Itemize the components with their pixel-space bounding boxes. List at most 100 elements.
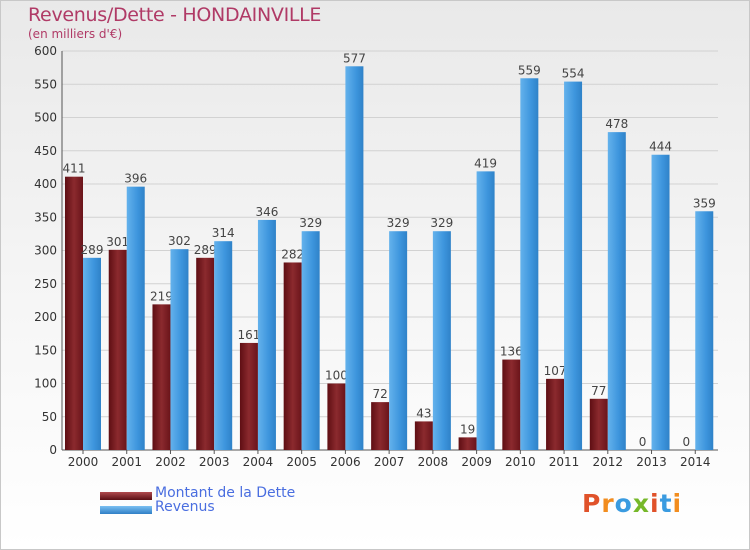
legend-swatch-revenue: [100, 506, 152, 514]
legend-label-revenue: Revenus: [155, 499, 215, 515]
chart-title: Revenus/Dette - HONDAINVILLE: [28, 4, 322, 26]
y-tick-label: 150: [34, 343, 57, 357]
bar-debt-2005: [283, 262, 302, 450]
data-label-debt-2010: 136: [500, 345, 523, 359]
data-label-revenue-2006: 577: [343, 51, 366, 65]
data-label-debt-2004: 161: [237, 328, 260, 342]
x-tick-label-2002: 2002: [155, 455, 186, 469]
x-tick-label-2012: 2012: [593, 455, 624, 469]
y-tick-label: 400: [34, 177, 57, 191]
x-tick-label-2003: 2003: [199, 455, 230, 469]
x-tick-label-2005: 2005: [286, 455, 317, 469]
x-tick-label-2000: 2000: [68, 455, 99, 469]
y-tick-label: 300: [34, 244, 57, 258]
y-tick-label: 50: [42, 410, 57, 424]
x-tick-label-2010: 2010: [505, 455, 536, 469]
bar-debt-2012: [589, 398, 608, 450]
bar-debt-2009: [458, 437, 477, 450]
legend-label-debt: Montant de la Dette: [155, 485, 296, 501]
proxiti-logo: Proxiti: [582, 489, 682, 518]
data-label-revenue-2000: 289: [81, 243, 104, 257]
y-tick-label: 500: [34, 111, 57, 125]
logo-letter: r: [601, 489, 615, 518]
logo-letter: P: [582, 489, 602, 518]
data-label-debt-2005: 282: [281, 247, 304, 261]
x-tick-label-2014: 2014: [680, 455, 711, 469]
bar-debt-2000: [65, 176, 83, 450]
data-label-debt-2009: 19: [460, 422, 475, 436]
data-label-revenue-2014: 359: [693, 196, 716, 210]
data-label-revenue-2001: 396: [124, 172, 147, 186]
data-label-revenue-2008: 329: [430, 216, 453, 230]
bar-debt-2003: [196, 257, 215, 450]
data-label-revenue-2010: 559: [518, 63, 541, 77]
x-tick-label-2006: 2006: [330, 455, 361, 469]
bar-debt-2010: [502, 359, 521, 450]
data-label-revenue-2009: 419: [474, 156, 497, 170]
data-label-debt-2002: 219: [150, 289, 173, 303]
logo-letter: t: [659, 489, 673, 518]
x-tick-label-2001: 2001: [111, 455, 142, 469]
y-tick-label: 200: [34, 310, 57, 324]
bar-revenue-2009: [476, 171, 495, 451]
x-tick-label-2004: 2004: [243, 455, 274, 469]
data-label-revenue-2004: 346: [255, 205, 278, 219]
y-tick-label: 600: [34, 44, 57, 58]
chart-subtitle: (en milliers d'€): [28, 27, 123, 41]
bar-revenue-2003: [214, 241, 233, 450]
data-label-revenue-2007: 329: [387, 216, 410, 230]
data-label-revenue-2013: 444: [649, 140, 672, 154]
bar-revenue-2004: [257, 219, 276, 450]
bar-revenue-2013: [651, 154, 670, 451]
x-tick-label-2011: 2011: [549, 455, 580, 469]
data-label-debt-2007: 72: [372, 387, 387, 401]
logo-letter: o: [614, 489, 633, 518]
bar-revenue-2008: [432, 231, 451, 450]
bar-revenue-2006: [345, 66, 364, 451]
y-tick-label: 0: [49, 443, 57, 457]
y-tick-label: 250: [34, 277, 57, 291]
data-label-debt-2011: 107: [544, 364, 567, 378]
data-label-debt-2006: 100: [325, 369, 348, 383]
data-label-debt-2001: 301: [106, 235, 129, 249]
bar-revenue-2007: [389, 231, 408, 450]
x-tick-label-2009: 2009: [461, 455, 492, 469]
data-label-debt-2012: 77: [591, 384, 606, 398]
data-label-debt-2013: 0: [639, 435, 647, 449]
bar-debt-2002: [152, 304, 171, 450]
bar-revenue-2014: [695, 211, 714, 450]
logo-letter: i: [672, 489, 683, 518]
y-tick-label: 550: [34, 77, 57, 91]
y-tick-label: 450: [34, 144, 57, 158]
bar-debt-2004: [239, 342, 258, 450]
data-label-debt-2008: 43: [416, 406, 431, 420]
data-label-revenue-2002: 302: [168, 234, 191, 248]
bar-debt-2006: [327, 383, 346, 450]
bar-debt-2011: [546, 378, 565, 450]
data-label-revenue-2003: 314: [212, 226, 235, 240]
bar-revenue-2002: [170, 249, 189, 450]
data-label-debt-2014: 0: [682, 435, 690, 449]
logo-letter: x: [632, 489, 650, 518]
bar-debt-2001: [108, 249, 127, 450]
bar-debt-2008: [414, 421, 433, 450]
bar-revenue-2012: [607, 132, 626, 450]
bar-revenue-2005: [301, 231, 320, 450]
legend-swatch-debt: [100, 492, 152, 500]
bar-revenue-2001: [126, 186, 145, 450]
bar-revenue-2011: [564, 81, 583, 450]
data-label-revenue-2011: 554: [562, 67, 585, 81]
x-tick-label-2008: 2008: [418, 455, 449, 469]
x-tick-label-2007: 2007: [374, 455, 405, 469]
bar-revenue-2000: [83, 257, 101, 450]
x-tick-label-2013: 2013: [636, 455, 667, 469]
bar-debt-2007: [371, 402, 390, 450]
logo-letter: i: [650, 489, 660, 518]
data-label-revenue-2005: 329: [299, 216, 322, 230]
y-tick-label: 350: [34, 210, 57, 224]
data-label-revenue-2012: 478: [605, 117, 628, 131]
data-label-debt-2003: 289: [194, 243, 217, 257]
y-tick-label: 100: [34, 377, 57, 391]
bar-revenue-2010: [520, 78, 539, 450]
